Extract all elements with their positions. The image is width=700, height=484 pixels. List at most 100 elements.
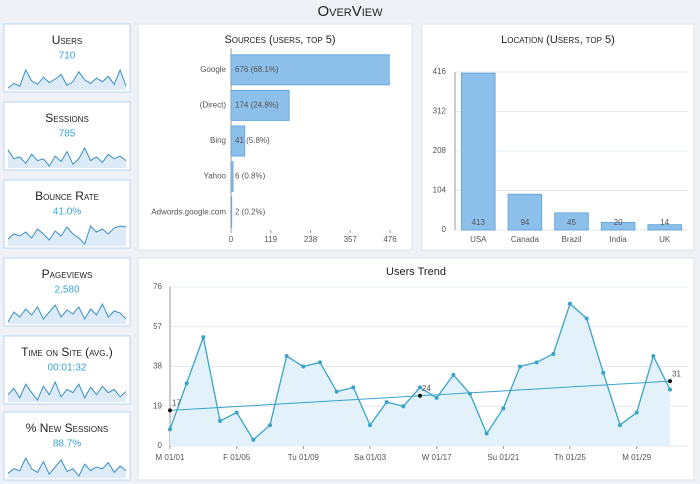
x-tick-label: 357 xyxy=(344,235,358,244)
sparkline-area xyxy=(8,70,126,90)
bar xyxy=(231,125,246,157)
point xyxy=(601,370,606,375)
point xyxy=(618,423,622,428)
point xyxy=(568,301,572,306)
bar xyxy=(461,72,496,231)
kpi-label: Bounce Rate xyxy=(35,189,99,203)
data-label: 94 xyxy=(520,218,529,227)
chart-title: Location (Users, top 5) xyxy=(501,34,615,46)
kpi-value: 00:01:32 xyxy=(48,363,87,374)
kpi-value: 88.7% xyxy=(53,439,81,450)
sparkline-area xyxy=(8,148,126,168)
x-tick-label: 0 xyxy=(229,235,234,244)
point xyxy=(484,431,489,436)
kpi-label: Users xyxy=(52,33,82,47)
sparkline xyxy=(7,146,127,167)
x-tick-label: Su 01/21 xyxy=(487,453,520,462)
point xyxy=(284,354,289,359)
point xyxy=(401,404,406,409)
y-tick-label: 0 xyxy=(442,225,447,234)
point xyxy=(184,381,189,386)
point xyxy=(218,418,222,423)
kpi-label: Time on Site (avg.) xyxy=(21,345,113,359)
y-tick-label: Yahoo xyxy=(203,172,226,181)
data-label: 14 xyxy=(660,218,669,227)
sparkline xyxy=(7,225,127,245)
x-tick-label: Brazil xyxy=(561,235,581,244)
point xyxy=(201,335,206,340)
bar xyxy=(231,161,234,193)
y-tick-label: 312 xyxy=(433,107,447,116)
trend-point xyxy=(668,379,672,384)
point xyxy=(634,410,639,415)
x-tick-label: Tu 01/09 xyxy=(288,453,320,462)
point xyxy=(384,400,389,405)
kpi-label: Pageviews xyxy=(42,267,93,281)
trend-point xyxy=(168,408,172,413)
bar xyxy=(231,89,290,121)
x-tick-label: Canada xyxy=(511,235,540,244)
point xyxy=(434,395,439,400)
x-tick-label: USA xyxy=(470,235,487,244)
trend-point xyxy=(418,393,422,398)
point xyxy=(518,364,522,369)
area xyxy=(170,303,670,446)
point xyxy=(501,406,506,411)
sparkline-area xyxy=(8,304,126,324)
kpi-value: 785 xyxy=(59,129,76,140)
data-label: 45 xyxy=(567,218,576,227)
point xyxy=(418,385,422,390)
y-tick-label: 19 xyxy=(153,401,162,410)
x-tick-label: M 01/29 xyxy=(622,453,651,462)
point xyxy=(451,372,456,377)
data-label: 6 (0.8%) xyxy=(235,172,266,181)
data-label: 41 (5.8%) xyxy=(235,136,270,145)
point xyxy=(251,437,256,442)
y-tick-label: (Direct) xyxy=(200,101,227,110)
bar xyxy=(600,221,636,231)
kpi-value: 41.0% xyxy=(53,207,81,218)
data-label: 174 (24.8%) xyxy=(235,101,279,110)
point xyxy=(318,360,322,365)
sparkline-area xyxy=(8,382,126,402)
bar xyxy=(507,193,543,231)
trend-label: 31 xyxy=(672,369,681,378)
data-label: 413 xyxy=(472,218,486,227)
point xyxy=(168,427,172,432)
point xyxy=(351,385,356,390)
point xyxy=(301,364,306,369)
data-label: 2 (0.2%) xyxy=(235,207,266,216)
x-tick-label: 476 xyxy=(383,235,397,244)
kpi-value: 2,580 xyxy=(54,285,79,296)
point xyxy=(234,410,239,415)
sparkline xyxy=(7,302,127,323)
bar xyxy=(231,196,233,228)
bar xyxy=(554,212,589,231)
sparkline-area xyxy=(8,458,126,478)
y-tick-label: 104 xyxy=(433,186,447,195)
page-title: OverView xyxy=(317,3,383,20)
point xyxy=(651,354,656,359)
x-tick-label: 238 xyxy=(304,235,318,244)
x-tick-label: UK xyxy=(659,235,671,244)
panel xyxy=(137,257,695,481)
sparkline xyxy=(7,380,127,401)
point xyxy=(368,423,372,428)
y-tick-label: Bing xyxy=(210,136,226,145)
y-tick-label: Google xyxy=(200,65,226,74)
bars xyxy=(231,54,390,228)
x-tick-label: Th 01/25 xyxy=(554,453,586,462)
y-tick-label: 208 xyxy=(433,146,447,155)
x-tick-label: India xyxy=(609,235,627,244)
bar xyxy=(647,224,682,231)
point xyxy=(668,387,672,392)
x-tick-label: Sa 01/03 xyxy=(354,453,387,462)
y-tick-label: 0 xyxy=(158,441,163,450)
trend-label: 24 xyxy=(422,384,431,393)
point xyxy=(534,360,539,365)
trend-label: 17 xyxy=(172,399,181,408)
sparkline-area xyxy=(8,226,126,246)
y-tick-label: 76 xyxy=(153,282,162,291)
bar xyxy=(231,54,390,86)
